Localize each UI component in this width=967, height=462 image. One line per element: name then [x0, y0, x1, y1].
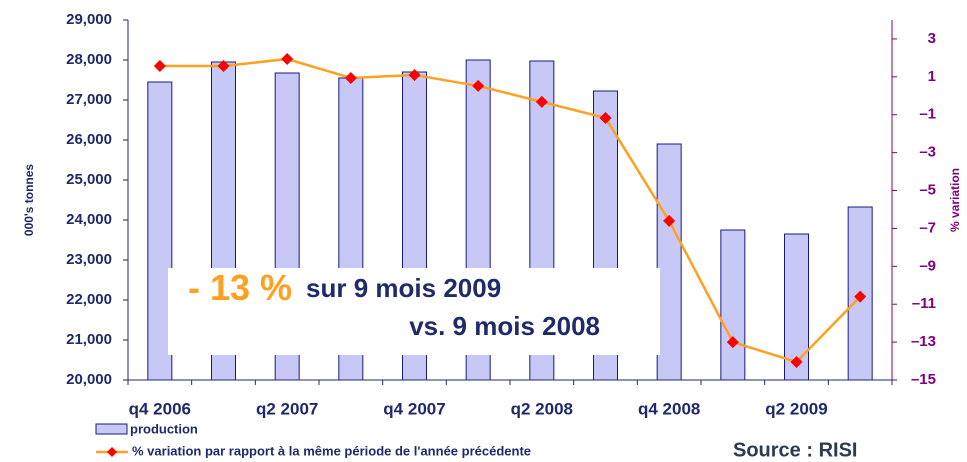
marker — [599, 111, 612, 124]
x-tick-label: q2 2007 — [256, 399, 318, 418]
y-tick-label: 26,000 — [66, 131, 112, 148]
marker — [535, 95, 548, 108]
y-tick-label: 22,000 — [66, 291, 112, 308]
x-tick-label: q4 2007 — [383, 399, 445, 418]
marker — [408, 68, 421, 81]
y2-tick-label: –15 — [911, 371, 936, 388]
y2-tick-label: –3 — [919, 144, 936, 161]
y-tick-label: 25,000 — [66, 171, 112, 188]
y-tick-label: 20,000 — [66, 371, 112, 388]
legend-marker — [107, 447, 117, 457]
line — [159, 57, 862, 364]
marker — [726, 336, 739, 349]
marker — [854, 290, 867, 303]
annotation: - 13 % sur 9 mois 2009 — [188, 267, 501, 308]
x-tick-label: q2 2008 — [511, 399, 573, 418]
bar — [147, 81, 173, 381]
bar — [720, 229, 746, 381]
x-tick-label: q4 2006 — [129, 399, 191, 418]
y-tick-label: 27,000 — [66, 91, 112, 108]
marker — [217, 60, 230, 73]
y2-tick-label: –13 — [911, 333, 936, 350]
bar — [656, 143, 682, 381]
marker — [790, 356, 803, 368]
marker — [281, 53, 294, 66]
y-tick-label: 29,000 — [66, 11, 112, 28]
y2-tick-label: –5 — [919, 181, 936, 198]
y-tick-label: 21,000 — [66, 331, 112, 348]
annotation-box — [168, 268, 660, 355]
y-axis-label: 000's tonnes — [22, 164, 36, 237]
y-tick-label: 23,000 — [66, 251, 112, 268]
annotation-part: - 13 % — [188, 267, 292, 308]
y2-tick-label: –11 — [912, 295, 936, 312]
legend-swatch — [95, 423, 128, 435]
bar — [784, 233, 809, 381]
y2-tick-label: –1 — [919, 106, 936, 123]
y-tick-label: 24,000 — [66, 211, 112, 228]
annotation: vs. 9 mois 2008 — [409, 311, 600, 341]
legend-label: production — [130, 421, 198, 436]
x-tick-label: q2 2009 — [765, 399, 827, 418]
y2-tick-label: –9 — [919, 257, 936, 274]
source: Source : RISI — [733, 439, 857, 461]
annotation-part: sur 9 mois 2009 — [306, 273, 501, 303]
marker — [472, 79, 485, 92]
marker — [153, 60, 166, 73]
y-tick-label: 28,000 — [66, 51, 112, 68]
y2-tick-label: –7 — [919, 219, 936, 236]
x-tick-label: q4 2008 — [638, 399, 700, 418]
y2-tick-label: 3 — [928, 30, 936, 47]
y2-axis-label: % variation — [948, 168, 962, 232]
marker — [344, 71, 357, 84]
marker — [663, 214, 676, 227]
y2-tick-label: 1 — [928, 68, 936, 85]
legend-label: % variation par rapport à la même périod… — [132, 443, 531, 458]
